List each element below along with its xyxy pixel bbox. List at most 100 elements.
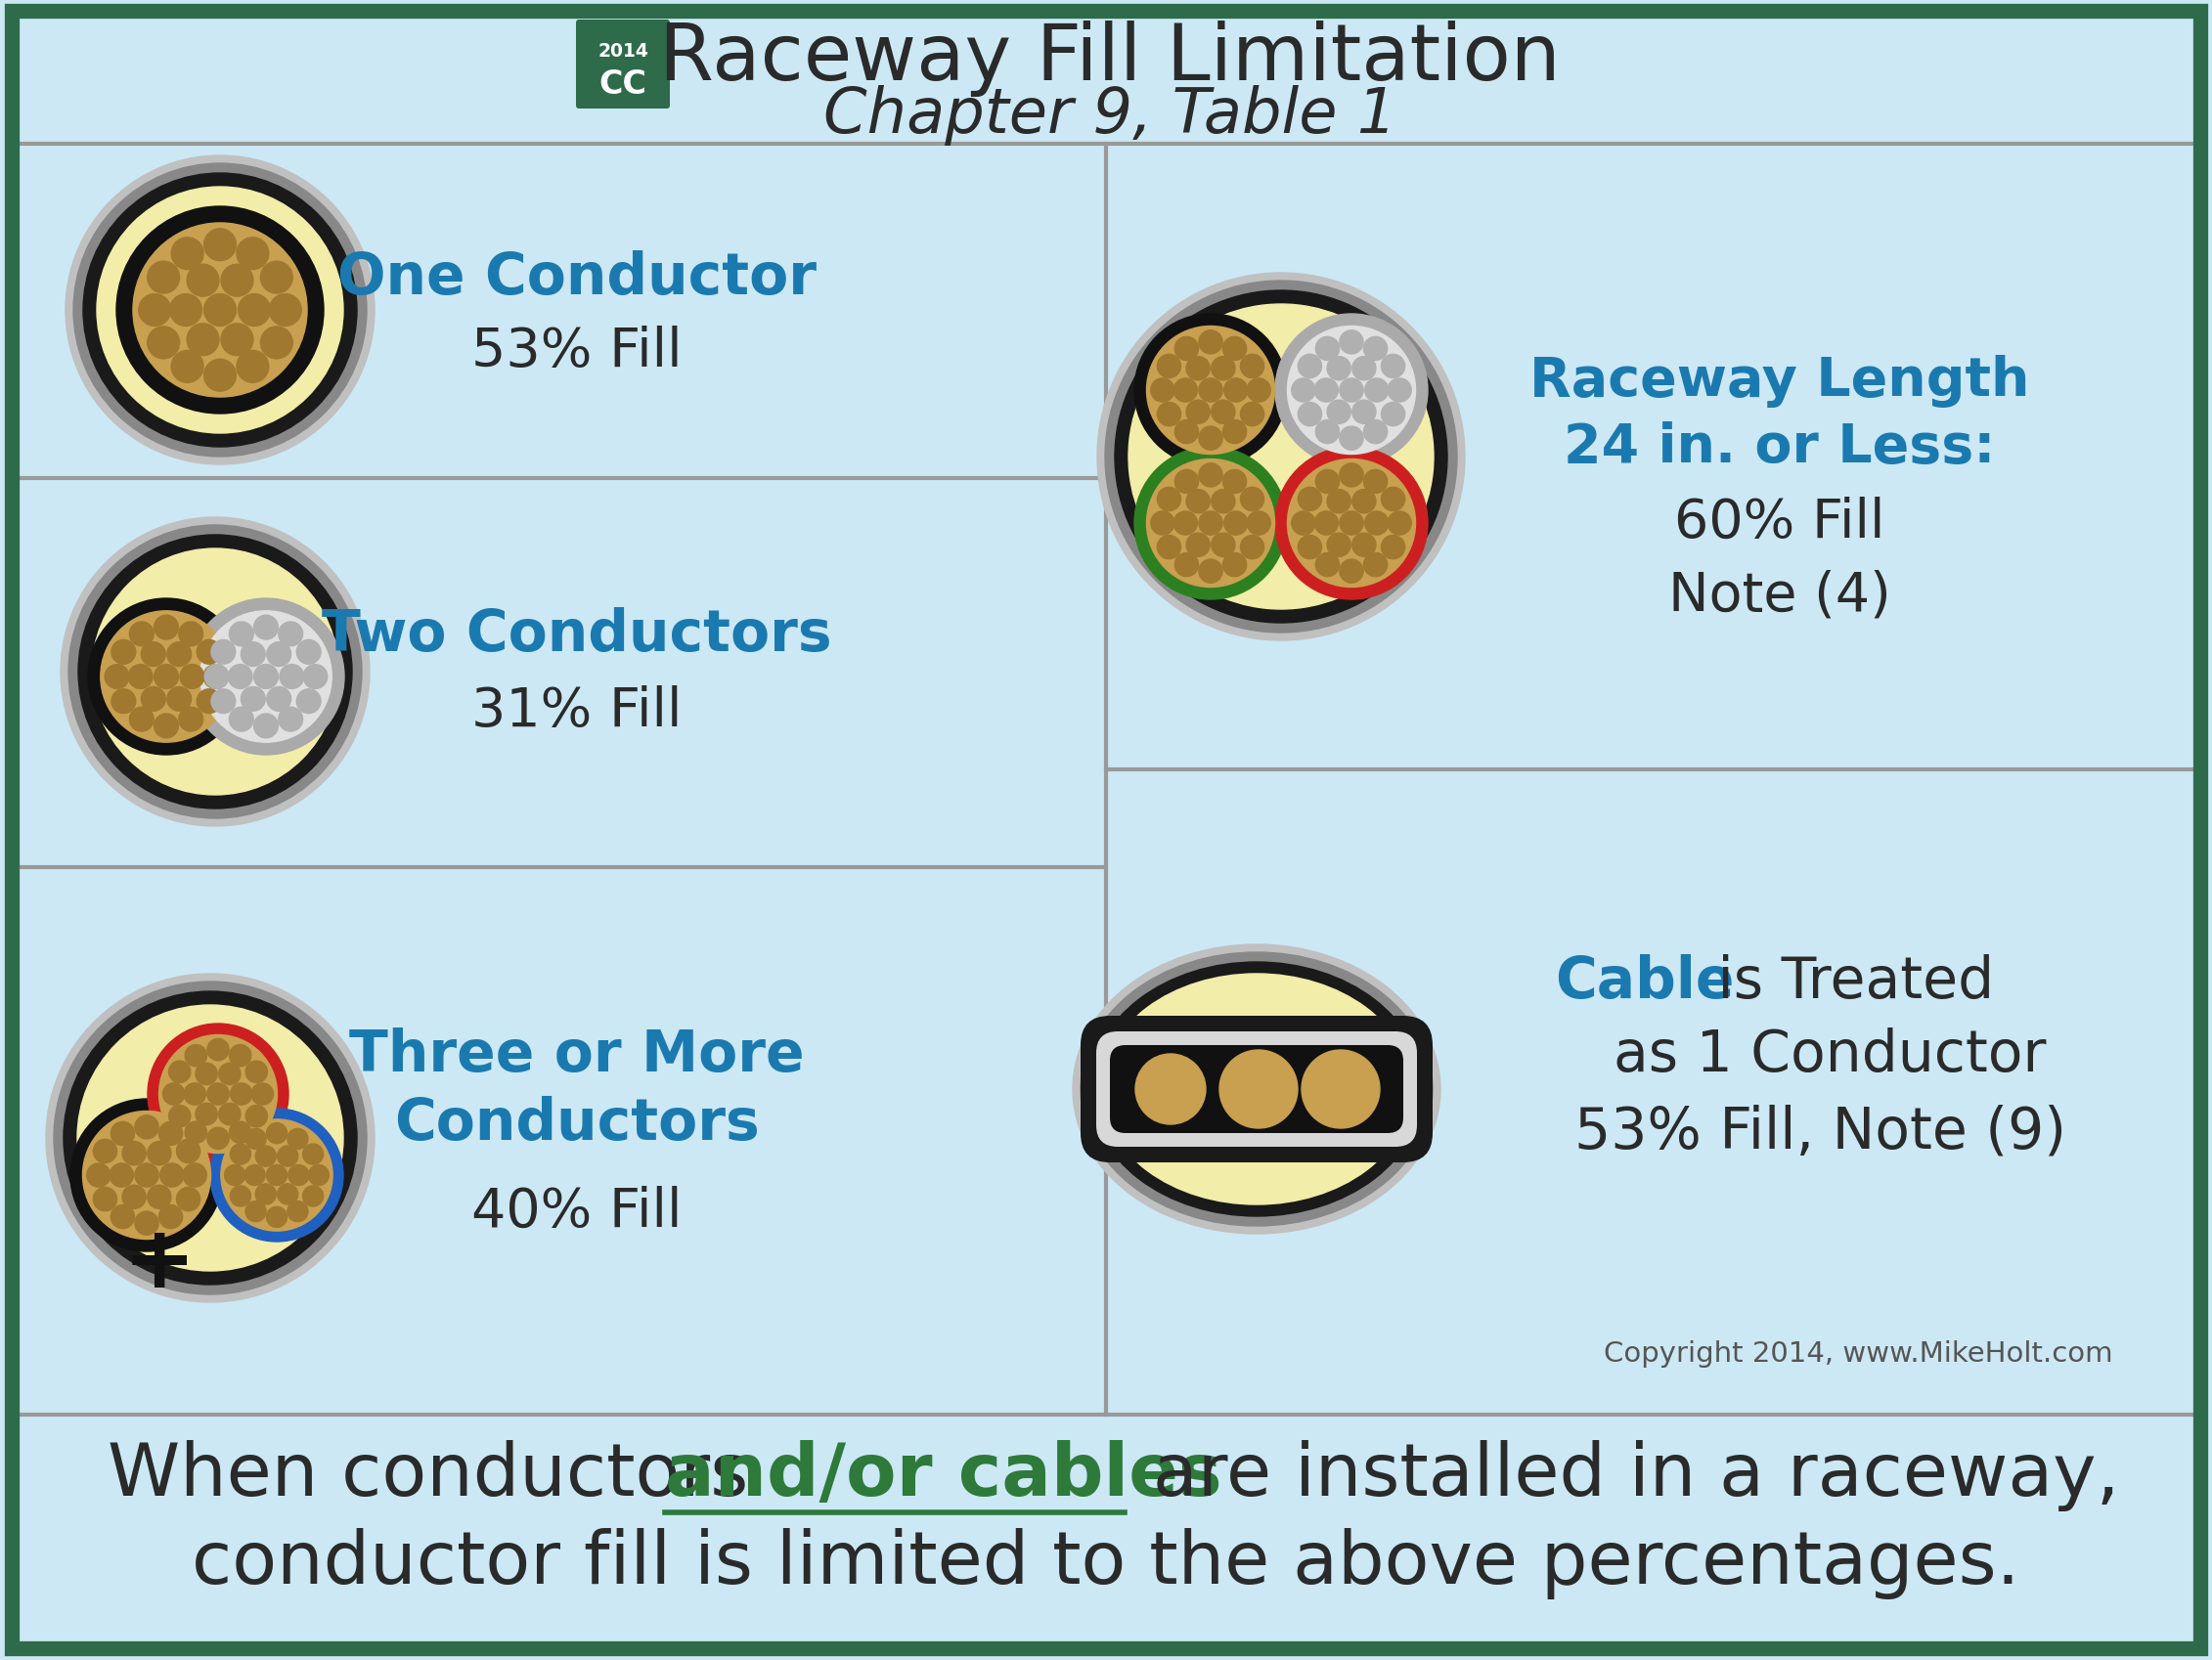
Circle shape bbox=[133, 224, 307, 398]
Circle shape bbox=[1241, 403, 1263, 427]
Circle shape bbox=[71, 1099, 223, 1252]
Circle shape bbox=[1241, 536, 1263, 559]
Circle shape bbox=[131, 707, 153, 732]
Circle shape bbox=[237, 352, 268, 383]
Circle shape bbox=[1223, 378, 1248, 403]
Circle shape bbox=[1380, 355, 1405, 378]
Circle shape bbox=[1352, 357, 1376, 380]
Text: Raceway Fill Limitation: Raceway Fill Limitation bbox=[659, 20, 1562, 96]
Circle shape bbox=[111, 689, 135, 714]
Circle shape bbox=[93, 1139, 117, 1164]
Circle shape bbox=[186, 1046, 206, 1067]
Circle shape bbox=[93, 1187, 117, 1212]
Circle shape bbox=[111, 1164, 133, 1187]
Text: 60% Fill: 60% Fill bbox=[1674, 496, 1885, 549]
Circle shape bbox=[279, 666, 303, 689]
Circle shape bbox=[210, 641, 234, 664]
Text: 40% Fill: 40% Fill bbox=[471, 1185, 681, 1238]
Circle shape bbox=[230, 1144, 250, 1165]
Circle shape bbox=[1175, 337, 1199, 362]
Circle shape bbox=[1186, 357, 1210, 380]
Circle shape bbox=[159, 1205, 184, 1228]
Circle shape bbox=[1365, 378, 1389, 403]
Circle shape bbox=[1380, 403, 1405, 427]
Text: Three or More: Three or More bbox=[349, 1028, 805, 1082]
Circle shape bbox=[265, 1124, 288, 1144]
Circle shape bbox=[1316, 470, 1338, 495]
Circle shape bbox=[1274, 315, 1427, 466]
Circle shape bbox=[219, 1064, 241, 1086]
Circle shape bbox=[1157, 536, 1181, 559]
Circle shape bbox=[93, 549, 338, 795]
Circle shape bbox=[1340, 559, 1363, 584]
Circle shape bbox=[1128, 305, 1433, 609]
Circle shape bbox=[1314, 511, 1338, 536]
Circle shape bbox=[221, 1119, 332, 1232]
Ellipse shape bbox=[1091, 963, 1422, 1217]
Circle shape bbox=[1352, 490, 1376, 513]
Circle shape bbox=[104, 666, 128, 689]
Circle shape bbox=[254, 1184, 276, 1205]
Circle shape bbox=[159, 1164, 184, 1187]
Circle shape bbox=[100, 611, 232, 742]
Circle shape bbox=[179, 707, 204, 732]
Circle shape bbox=[131, 622, 153, 646]
Circle shape bbox=[170, 352, 204, 383]
Circle shape bbox=[1106, 282, 1458, 632]
Circle shape bbox=[296, 641, 321, 664]
Ellipse shape bbox=[1073, 945, 1440, 1233]
Circle shape bbox=[1175, 420, 1199, 445]
Text: Chapter 9, Table 1: Chapter 9, Table 1 bbox=[823, 85, 1396, 146]
Circle shape bbox=[1212, 490, 1234, 513]
Circle shape bbox=[246, 1061, 268, 1082]
Circle shape bbox=[148, 1185, 170, 1208]
Circle shape bbox=[230, 1185, 250, 1207]
Text: is Treated: is Treated bbox=[1699, 954, 1993, 1009]
Circle shape bbox=[128, 666, 153, 689]
Circle shape bbox=[1219, 1051, 1298, 1129]
Text: When conductors: When conductors bbox=[108, 1439, 772, 1511]
Text: Two Conductors: Two Conductors bbox=[323, 608, 832, 662]
Circle shape bbox=[1186, 400, 1210, 425]
Circle shape bbox=[1314, 378, 1338, 403]
Circle shape bbox=[279, 622, 303, 646]
FancyBboxPatch shape bbox=[1082, 1016, 1433, 1162]
Circle shape bbox=[307, 1165, 330, 1185]
Circle shape bbox=[1223, 470, 1248, 495]
Circle shape bbox=[1316, 420, 1338, 445]
Circle shape bbox=[1175, 511, 1197, 536]
Circle shape bbox=[296, 689, 321, 714]
Circle shape bbox=[1157, 355, 1181, 378]
Circle shape bbox=[230, 1122, 252, 1144]
Circle shape bbox=[186, 324, 219, 357]
Circle shape bbox=[148, 327, 179, 359]
Circle shape bbox=[142, 687, 166, 712]
Circle shape bbox=[1380, 536, 1405, 559]
Circle shape bbox=[265, 1207, 288, 1227]
Circle shape bbox=[77, 1006, 343, 1272]
Circle shape bbox=[288, 1202, 307, 1222]
Circle shape bbox=[159, 1036, 276, 1154]
Circle shape bbox=[69, 526, 363, 818]
Circle shape bbox=[1186, 533, 1210, 558]
Circle shape bbox=[142, 642, 166, 667]
Circle shape bbox=[265, 1165, 288, 1185]
Circle shape bbox=[64, 991, 356, 1285]
Circle shape bbox=[208, 1039, 230, 1061]
Circle shape bbox=[186, 1122, 206, 1144]
Circle shape bbox=[1199, 559, 1223, 584]
Circle shape bbox=[111, 1205, 135, 1228]
Circle shape bbox=[230, 707, 254, 732]
Text: Cable: Cable bbox=[1555, 954, 1734, 1009]
Circle shape bbox=[82, 1111, 210, 1240]
Circle shape bbox=[1199, 378, 1223, 403]
Circle shape bbox=[1223, 337, 1248, 362]
Circle shape bbox=[1298, 403, 1321, 427]
Circle shape bbox=[246, 1165, 265, 1185]
Circle shape bbox=[279, 707, 303, 732]
Text: CC: CC bbox=[599, 68, 646, 100]
Circle shape bbox=[204, 360, 237, 392]
Circle shape bbox=[84, 174, 356, 448]
Circle shape bbox=[195, 1104, 217, 1125]
Circle shape bbox=[1340, 330, 1363, 355]
